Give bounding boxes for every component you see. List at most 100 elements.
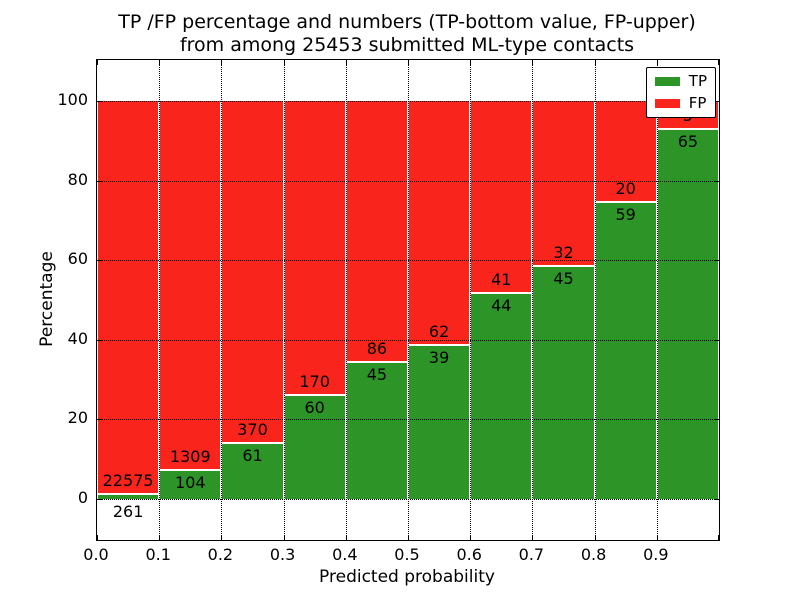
bar-segment-fp-4	[346, 101, 407, 363]
bar-label-tp-2: 61	[242, 445, 263, 465]
x-tick-label-0.4: 0.4	[332, 545, 358, 564]
x-tick-label-0.8: 0.8	[580, 545, 607, 564]
gridline-x-2	[221, 60, 223, 540]
x-tickmark-top	[221, 60, 223, 65]
gridline-x-4	[345, 60, 347, 540]
x-axis-label: Predicted probability	[319, 567, 495, 587]
y-tickmark-right	[714, 419, 719, 421]
legend: TP FP	[645, 67, 716, 118]
bar-segment-fp-1	[160, 101, 221, 470]
x-tickmark-bottom	[594, 535, 596, 540]
x-tickmark-bottom	[283, 535, 285, 540]
bar-boundary-1	[160, 468, 221, 471]
chart-title-line1: TP /FP percentage and numbers (TP-bottom…	[118, 11, 696, 33]
x-tickmark-bottom	[97, 535, 98, 540]
y-tickmark-left	[97, 180, 102, 182]
bar-segment-tp-0	[98, 494, 159, 499]
x-tickmark-bottom	[221, 535, 223, 540]
x-tickmark-top	[594, 60, 596, 65]
bar-label-fp-8: 20	[615, 178, 636, 198]
y-tickmark-left	[97, 260, 102, 262]
x-tickmark-bottom	[345, 535, 347, 540]
x-tickmark-bottom	[656, 535, 658, 540]
y-tickmark-right	[714, 499, 719, 500]
gridline-x-9	[656, 60, 658, 540]
bar-boundary-0	[98, 493, 159, 496]
bar-boundary-6	[471, 291, 532, 294]
x-tickmark-top	[470, 60, 472, 65]
y-tickmark-right	[714, 180, 719, 182]
y-tickmark-right	[714, 260, 719, 262]
gridline-x-7	[532, 60, 534, 540]
gridline-x-6	[470, 60, 472, 540]
bar-boundary-3	[284, 394, 345, 397]
y-tick-label-100: 100	[57, 90, 88, 109]
legend-entry-fp: FP	[654, 94, 707, 112]
x-tickmark-top	[159, 60, 161, 65]
x-tick-label-0.3: 0.3	[269, 545, 296, 564]
bar-boundary-5	[409, 344, 470, 347]
x-tickmark-bottom	[159, 535, 161, 540]
bar-label-tp-0: 261	[112, 502, 144, 521]
bar-segment-fp-7	[533, 101, 594, 267]
plot-area: TP FP 22575 261 1309 104 370 61 170 60 86 45 62 39 4…	[96, 59, 720, 541]
y-tick-label-40: 40	[67, 328, 88, 348]
legend-label-fp: FP	[688, 94, 707, 112]
bar-label-tp-6: 44	[491, 295, 512, 315]
x-tick-label-0.9: 0.9	[643, 545, 669, 564]
x-tick-label-0.7: 0.7	[518, 545, 545, 564]
bar-segment-tp-7	[533, 266, 594, 499]
x-tick-label-0.6: 0.6	[456, 545, 482, 564]
legend-entry-tp: TP	[654, 72, 707, 90]
x-tickmark-top	[283, 60, 285, 65]
bar-segment-tp-5	[409, 345, 470, 499]
x-tickmark-bottom	[470, 535, 472, 540]
bar-segment-fp-5	[409, 101, 470, 346]
y-tickmark-left	[97, 339, 102, 341]
bar-segment-fp-8	[595, 101, 656, 202]
bar-segment-fp-3	[284, 101, 345, 396]
legend-swatch-fp-icon	[654, 99, 680, 108]
bar-boundary-4	[346, 361, 407, 364]
gridline-x-1	[159, 60, 161, 540]
bar-label-tp-7: 45	[553, 269, 574, 289]
bar-label-tp-5: 39	[428, 348, 450, 368]
x-tickmark-top	[718, 60, 719, 65]
bar-segment-tp-9	[657, 129, 718, 499]
bar-label-tp-9: 65	[677, 132, 699, 152]
chart-title: TP /FP percentage and numbers (TP-bottom…	[118, 11, 696, 56]
x-tickmark-top	[532, 60, 534, 65]
x-tickmark-top	[97, 60, 98, 65]
bar-boundary-7	[533, 265, 594, 268]
bar-segment-tp-8	[595, 201, 656, 499]
bar-label-tp-8: 59	[615, 204, 636, 224]
legend-swatch-tp-icon	[654, 77, 680, 86]
x-tickmark-top	[345, 60, 347, 65]
y-tickmark-left	[97, 499, 102, 500]
bar-label-fp-0: 22575	[102, 471, 154, 491]
x-tickmark-top	[656, 60, 658, 65]
bar-label-tp-1: 104	[175, 472, 206, 492]
bar-boundary-9	[657, 128, 718, 131]
bar-label-fp-6: 41	[491, 269, 512, 289]
x-tickmark-bottom	[408, 535, 409, 540]
bar-boundary-2	[222, 441, 283, 444]
chart-title-line2: from among 25453 submitted ML-type conta…	[179, 33, 635, 56]
gridline-x-8	[594, 60, 596, 540]
bar-label-fp-5: 62	[428, 322, 450, 342]
y-tickmark-right	[714, 101, 719, 102]
y-tick-label-20: 20	[67, 408, 88, 428]
bar-segment-fp-6	[471, 101, 532, 293]
x-tickmark-bottom	[532, 535, 534, 540]
bar-label-tp-4: 45	[366, 365, 388, 385]
y-tick-label-60: 60	[67, 249, 88, 269]
legend-label-tp: TP	[688, 72, 707, 90]
bar-segment-tp-1	[160, 469, 221, 499]
x-tick-label-0.5: 0.5	[394, 545, 420, 564]
gridline-x-5	[408, 60, 409, 540]
y-tick-label-0: 0	[77, 488, 88, 507]
bar-label-fp-4: 86	[366, 339, 388, 359]
bar-segment-fp-2	[222, 101, 283, 443]
bar-segment-tp-6	[471, 292, 532, 499]
